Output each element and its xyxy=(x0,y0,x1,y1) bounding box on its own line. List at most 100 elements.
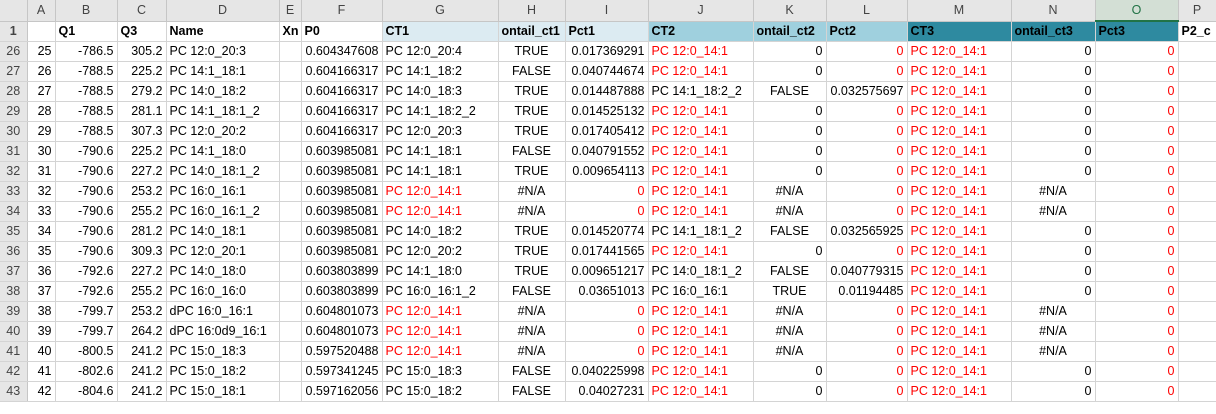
cell[interactable]: PC 16:0_16:1_2 xyxy=(166,201,280,222)
cell[interactable]: PC 12:0_14:1 xyxy=(907,81,1012,102)
row-header[interactable]: 40 xyxy=(0,321,28,342)
cell[interactable]: -788.5 xyxy=(55,101,118,122)
cell[interactable]: 33 xyxy=(27,201,56,222)
cell[interactable]: 225.2 xyxy=(117,61,167,82)
cell[interactable] xyxy=(279,301,302,322)
header-cell[interactable]: CT1 xyxy=(382,21,499,42)
cell[interactable] xyxy=(279,341,302,362)
cell[interactable] xyxy=(279,241,302,262)
row-header[interactable]: 28 xyxy=(0,81,28,102)
cell[interactable] xyxy=(1178,201,1216,222)
cell[interactable]: 0 xyxy=(1011,281,1096,302)
cell[interactable] xyxy=(279,281,302,302)
cell[interactable]: dPC 16:0_16:1 xyxy=(166,301,280,322)
cell[interactable]: 0 xyxy=(753,381,827,402)
cell[interactable]: PC 12:0_20:2 xyxy=(166,121,280,142)
column-header-e[interactable]: E xyxy=(279,0,302,22)
cell[interactable]: PC 12:0_20:1 xyxy=(166,241,280,262)
cell[interactable]: FALSE xyxy=(498,361,566,382)
cell[interactable]: 26 xyxy=(27,61,56,82)
cell[interactable]: #N/A xyxy=(1011,181,1096,202)
cell[interactable]: 38 xyxy=(27,301,56,322)
cell[interactable]: PC 12:0_14:1 xyxy=(907,341,1012,362)
cell[interactable]: dPC 16:0d9_16:1 xyxy=(166,321,280,342)
cell[interactable]: -788.5 xyxy=(55,121,118,142)
cell[interactable]: 0 xyxy=(1011,61,1096,82)
cell[interactable]: PC 12:0_14:1 xyxy=(907,361,1012,382)
cell[interactable]: 0.603985081 xyxy=(301,221,383,242)
cell[interactable] xyxy=(1178,301,1216,322)
cell[interactable]: TRUE xyxy=(498,221,566,242)
cell[interactable]: 0 xyxy=(1095,281,1179,302)
cell[interactable]: PC 12:0_14:1 xyxy=(648,61,754,82)
cell[interactable]: -790.6 xyxy=(55,181,118,202)
cell[interactable]: 0.032575697 xyxy=(826,81,908,102)
cell[interactable]: 0 xyxy=(1011,241,1096,262)
cell[interactable] xyxy=(279,141,302,162)
cell[interactable]: TRUE xyxy=(753,281,827,302)
header-cell[interactable]: Pct1 xyxy=(565,21,649,42)
cell[interactable]: 0.040225998 xyxy=(565,361,649,382)
cell[interactable]: PC 12:0_20:3 xyxy=(166,41,280,62)
cell[interactable]: PC 12:0_14:1 xyxy=(907,381,1012,402)
cell[interactable]: PC 12:0_14:1 xyxy=(907,221,1012,242)
cell[interactable]: 281.1 xyxy=(117,101,167,122)
cell[interactable]: 0 xyxy=(1011,221,1096,242)
cell[interactable]: 279.2 xyxy=(117,81,167,102)
cell[interactable]: 0 xyxy=(826,241,908,262)
cell[interactable]: 0 xyxy=(1095,141,1179,162)
cell[interactable]: 0 xyxy=(1095,321,1179,342)
cell[interactable] xyxy=(279,261,302,282)
cell[interactable]: 0 xyxy=(1095,161,1179,182)
cell[interactable]: PC 12:0_14:1 xyxy=(648,361,754,382)
cell[interactable] xyxy=(1178,101,1216,122)
cell[interactable] xyxy=(279,201,302,222)
cell[interactable]: PC 12:0_14:1 xyxy=(907,41,1012,62)
cell[interactable]: FALSE xyxy=(498,281,566,302)
cell[interactable]: 0.014525132 xyxy=(565,101,649,122)
cell[interactable]: 0.009654113 xyxy=(565,161,649,182)
cell[interactable]: PC 14:1_18:1 xyxy=(382,161,499,182)
cell[interactable]: FALSE xyxy=(498,141,566,162)
column-header-i[interactable]: I xyxy=(565,0,649,22)
cell[interactable]: 0 xyxy=(826,321,908,342)
cell[interactable]: PC 12:0_20:3 xyxy=(382,121,499,142)
cell[interactable]: PC 12:0_14:1 xyxy=(648,301,754,322)
cell[interactable] xyxy=(1178,361,1216,382)
cell[interactable]: PC 15:0_18:1 xyxy=(166,381,280,402)
column-header-b[interactable]: B xyxy=(55,0,118,22)
cell[interactable]: PC 12:0_14:1 xyxy=(382,301,499,322)
cell[interactable]: -788.5 xyxy=(55,81,118,102)
cell[interactable]: PC 14:0_18:1_2 xyxy=(648,261,754,282)
cell[interactable]: 0 xyxy=(1095,341,1179,362)
cell[interactable]: PC 14:0_18:3 xyxy=(382,81,499,102)
cell[interactable]: -790.6 xyxy=(55,201,118,222)
cell[interactable]: 0.603803899 xyxy=(301,281,383,302)
row-header[interactable]: 29 xyxy=(0,101,28,122)
cell[interactable]: -800.5 xyxy=(55,341,118,362)
select-all-corner[interactable] xyxy=(0,0,28,22)
column-header-g[interactable]: G xyxy=(382,0,499,22)
cell[interactable]: 0.603985081 xyxy=(301,181,383,202)
cell[interactable]: FALSE xyxy=(753,261,827,282)
cell[interactable]: PC 12:0_14:1 xyxy=(907,161,1012,182)
cell[interactable]: 0 xyxy=(1095,381,1179,402)
cell[interactable]: -790.6 xyxy=(55,141,118,162)
cell[interactable]: 253.2 xyxy=(117,301,167,322)
cell[interactable]: 0.017441565 xyxy=(565,241,649,262)
cell[interactable]: 32 xyxy=(27,181,56,202)
cell[interactable]: #N/A xyxy=(1011,341,1096,362)
cell[interactable]: 281.2 xyxy=(117,221,167,242)
cell[interactable]: 27 xyxy=(27,81,56,102)
cell[interactable]: 255.2 xyxy=(117,281,167,302)
cell[interactable] xyxy=(1178,341,1216,362)
cell[interactable]: 0 xyxy=(753,141,827,162)
cell[interactable]: 0 xyxy=(1095,361,1179,382)
column-header-d[interactable]: D xyxy=(166,0,280,22)
cell[interactable]: #N/A xyxy=(498,201,566,222)
cell[interactable]: PC 16:0_16:1 xyxy=(648,281,754,302)
cell[interactable]: -790.6 xyxy=(55,221,118,242)
cell[interactable]: PC 16:0_16:1 xyxy=(166,181,280,202)
column-header-k[interactable]: K xyxy=(753,0,827,22)
cell[interactable]: 0 xyxy=(1011,161,1096,182)
